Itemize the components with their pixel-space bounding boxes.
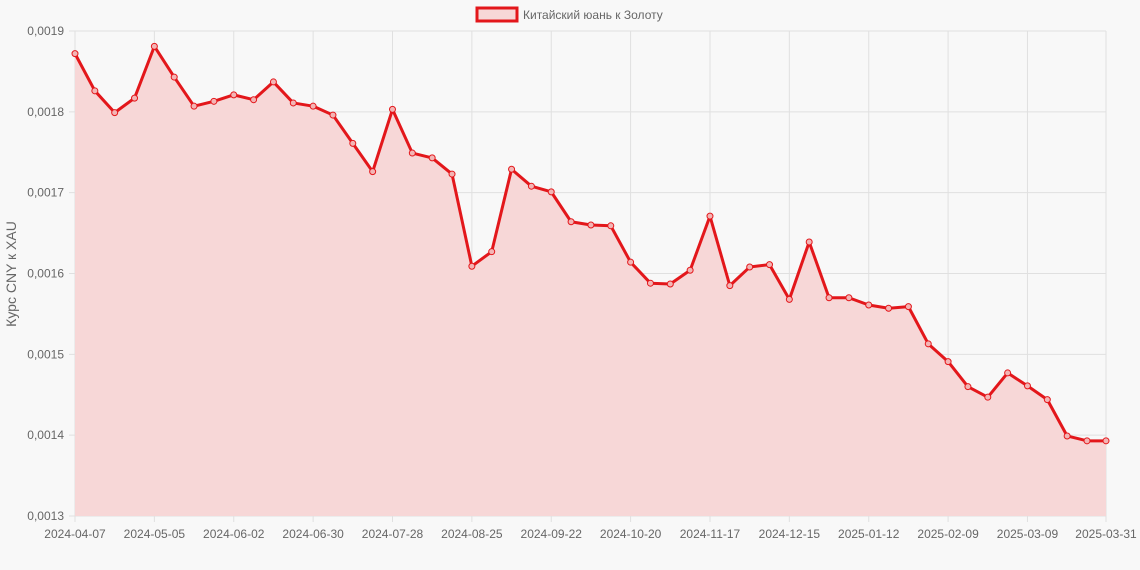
data-point[interactable] <box>726 282 734 290</box>
data-point[interactable] <box>865 301 873 309</box>
data-point[interactable] <box>885 304 893 312</box>
data-point[interactable] <box>91 87 99 95</box>
x-tick-label: 2025-03-09 <box>997 527 1059 541</box>
data-point[interactable] <box>825 294 833 302</box>
data-point[interactable] <box>289 99 297 107</box>
data-point[interactable] <box>627 258 635 266</box>
data-point[interactable] <box>666 280 674 288</box>
data-point[interactable] <box>805 238 813 246</box>
data-point[interactable] <box>170 73 178 81</box>
data-point[interactable] <box>210 97 218 105</box>
legend-label[interactable]: Китайский юань к Золоту <box>523 8 663 22</box>
data-point[interactable] <box>547 188 555 196</box>
data-point[interactable] <box>567 218 575 226</box>
data-point[interactable] <box>111 109 119 117</box>
data-point[interactable] <box>924 340 932 348</box>
data-point[interactable] <box>746 263 754 271</box>
data-point[interactable] <box>468 262 476 270</box>
data-point[interactable] <box>349 139 357 147</box>
y-tick-label: 0,0016 <box>27 267 64 281</box>
data-point[interactable] <box>686 266 694 274</box>
data-point[interactable] <box>250 96 258 104</box>
x-tick-label: 2024-09-22 <box>521 527 583 541</box>
data-point[interactable] <box>944 358 952 366</box>
x-tick-label: 2025-03-31 <box>1075 527 1137 541</box>
data-point[interactable] <box>706 212 714 220</box>
x-tick-label: 2025-02-09 <box>917 527 979 541</box>
data-point[interactable] <box>1023 382 1031 390</box>
x-tick-label: 2024-07-28 <box>362 527 424 541</box>
data-point[interactable] <box>1102 437 1110 445</box>
data-point[interactable] <box>1063 432 1071 440</box>
x-tick-label: 2024-04-07 <box>44 527 106 541</box>
y-tick-label: 0,0017 <box>27 186 64 200</box>
data-point[interactable] <box>488 248 496 256</box>
data-point[interactable] <box>508 165 516 173</box>
data-point[interactable] <box>1083 437 1091 445</box>
data-point[interactable] <box>785 295 793 303</box>
data-point[interactable] <box>388 105 396 113</box>
legend[interactable]: Китайский юань к Золоту <box>475 6 663 23</box>
x-tick-label: 2024-12-15 <box>759 527 821 541</box>
x-tick-label: 2024-10-20 <box>600 527 662 541</box>
data-point[interactable] <box>150 42 158 50</box>
data-point[interactable] <box>527 182 535 190</box>
x-tick-label: 2024-06-02 <box>203 527 265 541</box>
data-point[interactable] <box>71 50 79 58</box>
y-axis-title: Курс CNY к XAU <box>3 221 19 327</box>
y-tick-label: 0,0019 <box>27 24 64 38</box>
x-tick-label: 2025-01-12 <box>838 527 900 541</box>
data-point[interactable] <box>369 168 377 176</box>
area-fill <box>75 46 1106 516</box>
y-tick-label: 0,0018 <box>27 105 64 119</box>
data-point[interactable] <box>309 102 317 110</box>
data-point[interactable] <box>646 279 654 287</box>
data-point[interactable] <box>131 94 139 102</box>
x-tick-label: 2024-11-17 <box>680 527 741 541</box>
data-point[interactable] <box>428 154 436 162</box>
data-point[interactable] <box>190 102 198 110</box>
y-tick-label: 0,0013 <box>27 509 64 523</box>
x-tick-label: 2024-08-25 <box>441 527 503 541</box>
data-point[interactable] <box>766 261 774 269</box>
data-point[interactable] <box>1004 369 1012 377</box>
data-point[interactable] <box>269 78 277 86</box>
data-point[interactable] <box>984 393 992 401</box>
y-tick-label: 0,0014 <box>27 428 64 442</box>
data-points <box>71 42 1110 445</box>
data-point[interactable] <box>607 222 615 230</box>
data-point[interactable] <box>448 170 456 178</box>
x-axis-ticks: 2024-04-07 2024-05-05 2024-06-02 2024-06-30… <box>44 527 1137 541</box>
data-point[interactable] <box>845 294 853 302</box>
data-point[interactable] <box>408 149 416 157</box>
legend-swatch[interactable] <box>475 6 519 23</box>
data-point[interactable] <box>964 383 972 391</box>
y-tick-label: 0,0015 <box>27 347 64 361</box>
x-tick-label: 2024-05-05 <box>124 527 186 541</box>
data-point[interactable] <box>329 111 337 119</box>
y-axis-ticks: 0,0019 0,0018 0,0017 0,0016 0,0015 0,0014 0,00… <box>27 24 64 523</box>
data-point[interactable] <box>230 91 238 99</box>
data-point[interactable] <box>904 303 912 311</box>
x-tick-label: 2024-06-30 <box>282 527 344 541</box>
data-point[interactable] <box>587 221 595 229</box>
data-point[interactable] <box>1043 396 1051 404</box>
